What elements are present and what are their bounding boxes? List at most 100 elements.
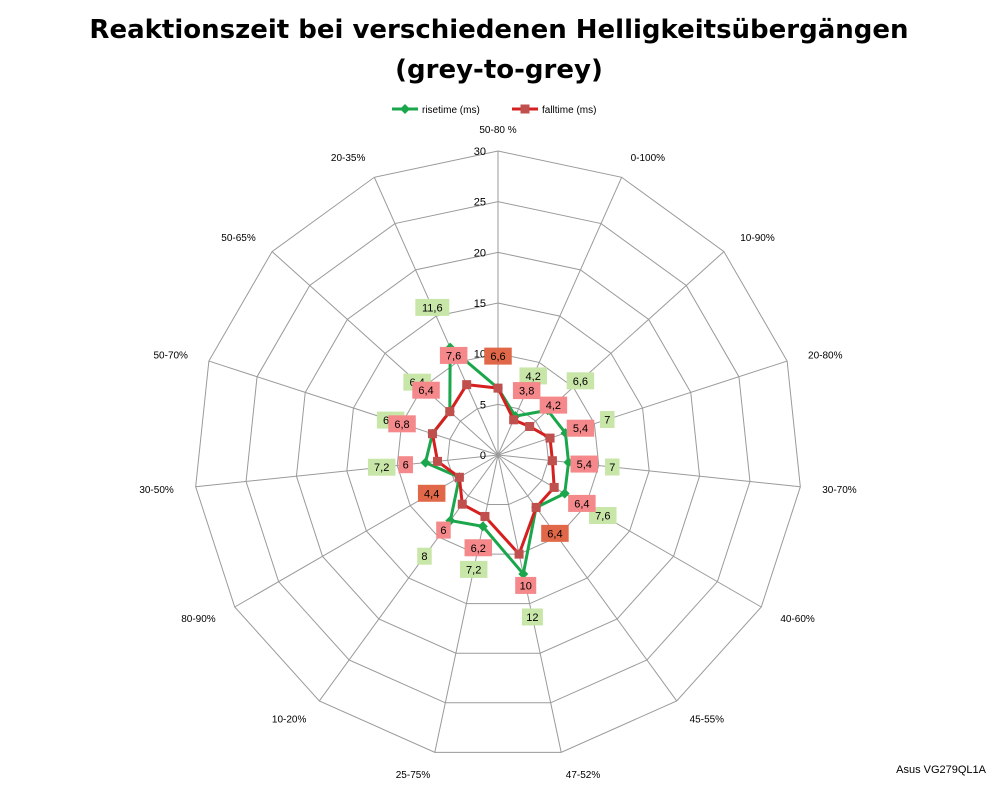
data-point [545,433,555,443]
data-label: 6,6 [490,351,505,363]
tick-label: 15 [474,298,486,310]
grid-spoke [234,454,499,608]
data-label: 12 [526,612,538,624]
tick-label: 5 [480,399,486,411]
data-label-bg [464,539,493,557]
grid-ring [245,201,751,704]
legend-label: risetime (ms) [422,105,480,116]
category-label: 30-50% [139,485,174,496]
data-point [531,502,541,512]
title-line-2: (grey-to-grey) [395,55,603,85]
data-label: 5,4 [573,423,588,435]
category-label: 0-100% [631,153,666,164]
category-label: 40-60% [780,614,815,625]
data-label: 3,8 [519,386,534,398]
data-point [445,407,455,417]
data-point [525,422,535,432]
grid-ring [346,302,650,605]
data-labels-falltime: 6,6 3,8 4,2 5,4 5,4 6,4 6,4 10 6,2 6 4,4 6 6,8 6,4 7,6 [388,346,598,594]
category-label: 45-55% [690,715,725,726]
data-point [518,568,529,579]
data-label-bg [515,576,537,594]
data-label: 6,8 [394,419,409,431]
tick-label: 0 [480,450,486,462]
data-label: 4,4 [424,488,439,500]
grid-group [195,150,801,753]
data-label: 7,6 [595,511,610,523]
data-point [427,429,437,439]
data-label-bg [512,382,541,400]
data-point [559,488,570,499]
tick-label: 30 [474,146,486,158]
category-label: 20-35% [331,153,366,164]
data-label-bg [566,419,595,437]
tick-label: 20 [474,247,486,259]
data-point [547,456,557,466]
data-point [480,511,490,521]
data-label-bg [417,484,446,502]
data-label-bg [570,455,598,473]
data-label: 6 [403,460,409,472]
data-label-bg [519,367,547,385]
grid-spoke [318,454,499,702]
grid-ring [295,251,701,654]
data-point [509,415,519,425]
data-point [420,457,431,468]
data-point [454,472,464,482]
tick-label: 10 [474,349,486,361]
legend-marker [400,104,410,114]
category-label: 47-52% [566,770,601,781]
grid-ring [396,353,600,555]
category-label: 10-90% [740,233,775,244]
data-point [477,521,488,532]
grid-ring [195,150,801,753]
data-label: 7,2 [374,462,389,474]
series-line [430,383,556,556]
legend: risetime (ms) falltime (ms) [392,104,596,116]
grid-spoke [497,454,562,753]
data-label-bg [388,415,416,433]
data-label-bg [521,608,543,626]
grid-spoke [497,454,762,608]
grid-ring [447,403,549,506]
data-point [549,482,559,492]
category-label: 30-70% [822,485,857,496]
grid-spoke [373,177,499,456]
title-line-1: Reaktionszeit bei verschiedenen Helligke… [89,15,909,45]
data-label: 11,6 [422,302,443,314]
chart-title: Reaktionszeit bei verschiedenen Helligke… [0,10,998,90]
data-label: 5,4 [577,459,592,471]
legend-marker [520,104,530,114]
grid-spoke [497,177,623,456]
category-label: 10-20% [272,715,307,726]
data-label: 6 [440,525,446,537]
data-label-bg [484,347,512,365]
data-point [433,456,443,466]
category-label: 80-90% [181,614,216,625]
data-label-bg [605,458,620,476]
grid-spoke [497,251,725,456]
data-point [462,380,472,390]
data-label-bg [600,410,615,428]
category-label: 25-75% [396,770,431,781]
grid-spoke [208,360,499,456]
grid-spoke [497,454,678,702]
data-label: 7 [609,462,615,474]
data-label-bg [566,372,595,390]
credit-label: Asus VG279QL1A [896,764,986,776]
data-label-bg [459,560,488,578]
data-label-bg [439,346,468,364]
data-point [493,383,503,393]
data-label: 10 [520,580,532,592]
data-label-bg [412,381,440,399]
grid-spoke [434,454,499,753]
series-falltime [427,380,559,559]
grid-spoke [195,454,499,488]
data-label: 6,2 [471,543,486,555]
data-label-bg [415,298,450,316]
category-label: 50-65% [221,233,256,244]
data-label: 4,2 [526,371,541,383]
data-label: 7 [604,414,610,426]
data-label: 4,2 [546,400,561,412]
